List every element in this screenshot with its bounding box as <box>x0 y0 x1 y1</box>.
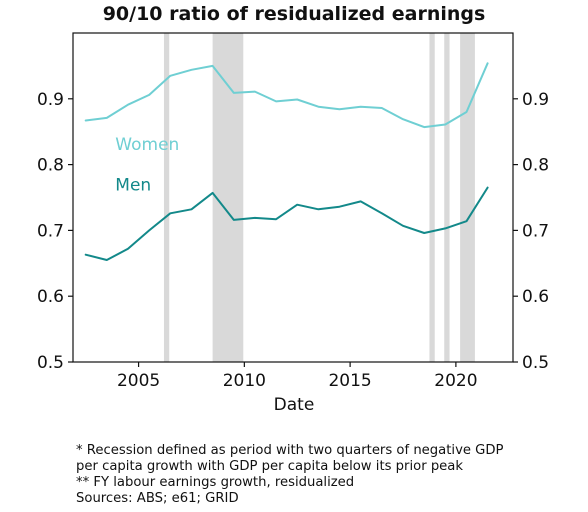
footnote-sources: Sources: ABS; e61; GRID <box>76 491 239 506</box>
recession-band <box>429 33 435 362</box>
y-tick-label-right: 0.8 <box>522 156 549 176</box>
series-label-men: Men <box>115 175 151 195</box>
axis-ticks: 2005 2010 2015 2020 0.5 0.5 0.6 0.6 0.7 0.7 0.8 0.8… <box>37 90 549 391</box>
footnotes: * Recession defined as period with two q… <box>76 443 504 507</box>
y-tick-label-left: 0.6 <box>37 287 64 307</box>
x-tick-label: 2020 <box>434 371 477 391</box>
x-axis-label: Date <box>274 395 315 415</box>
y-tick-label-right: 0.5 <box>522 353 549 373</box>
series-labels: Women Men <box>115 135 179 195</box>
x-tick-label: 2005 <box>117 371 160 391</box>
series-line-men <box>84 186 489 261</box>
series-label-women: Women <box>115 135 179 155</box>
recession-band <box>444 33 450 362</box>
y-tick-label-left: 0.9 <box>37 90 64 110</box>
series-lines <box>84 62 489 261</box>
x-tick-label: 2015 <box>328 371 371 391</box>
plot-area-frame <box>72 32 514 363</box>
recession-bands <box>163 33 475 362</box>
footnote-recession-definition: * Recession defined as period with two q… <box>76 443 504 458</box>
recession-band <box>212 33 244 362</box>
y-tick-label-left: 0.8 <box>37 156 64 176</box>
recession-band <box>460 33 475 362</box>
y-tick-label-right: 0.7 <box>522 221 549 241</box>
y-tick-label-right: 0.6 <box>522 287 549 307</box>
footnote-earnings-growth: ** FY labour earnings growth, residualiz… <box>76 475 355 490</box>
series-line-women <box>84 62 489 129</box>
chart-title: 90/10 ratio of residualized earnings <box>103 3 486 25</box>
chart: 90/10 ratio of residualized earnings 200… <box>37 3 549 415</box>
x-tick-label: 2010 <box>223 371 266 391</box>
y-tick-label-left: 0.7 <box>37 221 64 241</box>
y-tick-label-right: 0.9 <box>522 90 549 110</box>
recession-band <box>163 33 170 362</box>
y-tick-label-left: 0.5 <box>37 353 64 373</box>
footnote-recession-definition-cont: per capita growth with GDP per capita be… <box>76 459 464 474</box>
